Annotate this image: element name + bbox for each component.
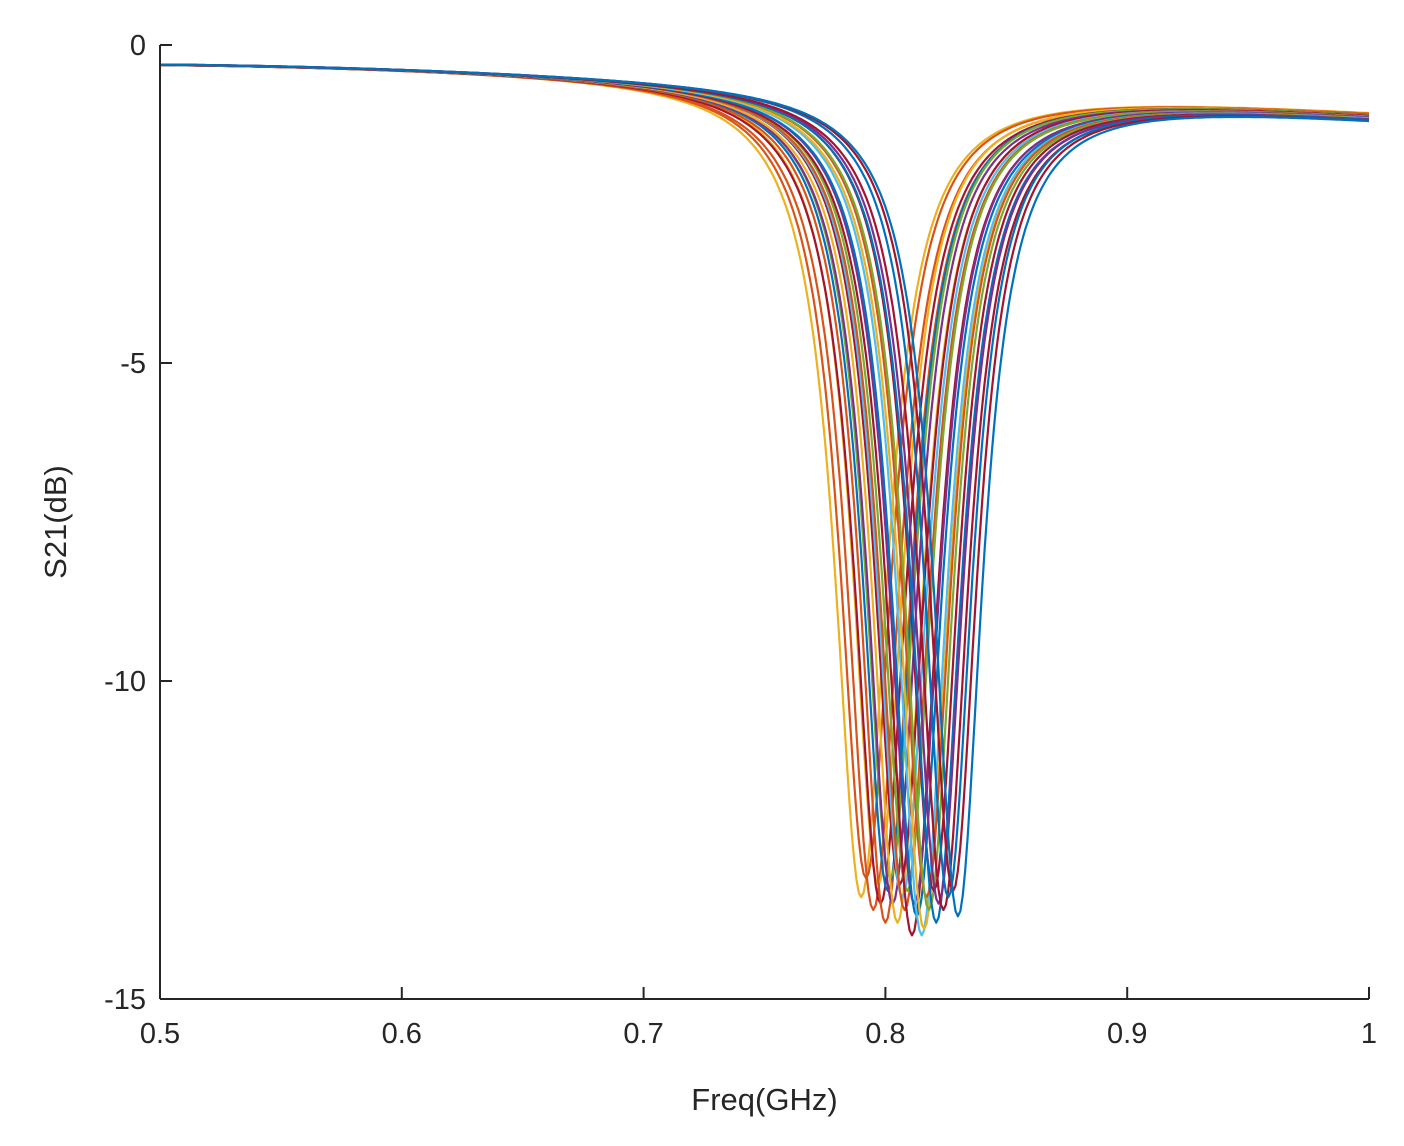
y-tick-label: -15 [104, 984, 146, 1016]
y-tick-label: 0 [130, 30, 146, 62]
y-tick-label: -10 [104, 666, 146, 698]
x-tick-label: 0.8 [865, 1018, 905, 1050]
x-tick-label: 0.7 [623, 1018, 663, 1050]
x-axis-label: Freq(GHz) [691, 1082, 837, 1117]
x-tick-label: 0.6 [382, 1018, 422, 1050]
x-tick-label: 1 [1361, 1018, 1377, 1050]
y-axis-label: S21(dB) [38, 465, 73, 579]
y-tick-label: -5 [120, 348, 146, 380]
series-line-28 [160, 63, 1370, 918]
x-tick-label: 0.5 [140, 1018, 180, 1050]
x-tick-label: 0.9 [1107, 1018, 1147, 1050]
axes-layer: 0.5 0.6 0.7 0.8 0.9 1 0 -5 -10 -15 [104, 30, 1377, 1050]
series-layer [159, 63, 1370, 937]
